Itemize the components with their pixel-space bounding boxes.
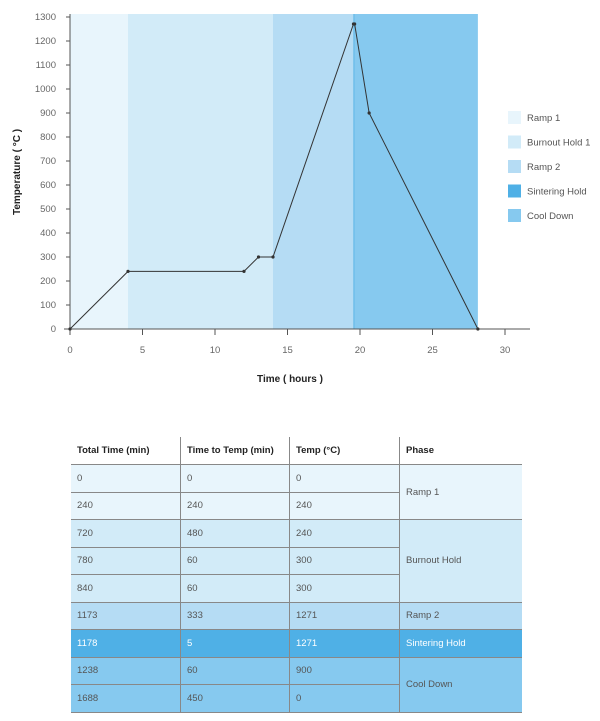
time-to-temp-cell: 0 [180,464,290,493]
table-row: 1178 5 1271 Sintering Hold [71,629,522,658]
total-time-cell: 1688 [71,684,181,713]
x-tick-label-15: 15 [282,345,293,356]
legend-label-5: Cool Down [527,211,573,222]
time-to-temp-cell: 480 [180,519,290,548]
legend-swatch-2 [508,135,521,149]
phase-band-2 [128,14,273,329]
table-header-row: Total Time (min) Time to Temp (min) Temp… [71,437,522,465]
y-axis-title: Temperature ( °C ) [12,129,23,215]
temp-cell: 0 [289,464,400,493]
y-tick-label-600: 600 [40,180,56,191]
header-phase: Phase [399,437,522,465]
x-axis-title: Time ( hours ) [257,374,323,385]
legend-label-1: Ramp 1 [527,113,560,124]
table-row: 1238 60 900 Cool Down [71,657,522,713]
phase-cell: Ramp 1 [399,464,522,520]
total-time-cell: 240 [71,492,181,520]
legend-label-4: Sintering Hold [527,187,587,198]
table-body: 0 0 0 Ramp 1 240 240 240 720 480 240 Burnout Hold 7… [71,464,522,713]
temp-cell: 0 [289,684,400,713]
time-to-temp-cell: 60 [180,547,290,575]
y-tick-label-1300: 1300 [35,12,56,23]
x-tick-label-25: 25 [427,345,438,356]
y-tick-label-100: 100 [40,300,56,311]
phase-cell: Burnout Hold [399,519,522,603]
legend-swatch-3 [508,160,521,173]
temp-cell: 240 [289,492,400,520]
phase-cell: Sintering Hold [399,629,522,658]
data-point-8 [367,111,371,115]
y-tick-label-0: 0 [51,324,56,335]
temp-cell: 300 [289,547,400,575]
total-time-cell: 0 [71,464,181,493]
temp-cell: 1271 [289,629,400,658]
phase-band-3 [273,14,354,329]
legend-swatch-4 [508,184,521,198]
temp-cell: 900 [289,657,400,685]
legend-swatch-1 [508,111,521,124]
x-tick-label-10: 10 [210,345,221,356]
legend-swatch-5 [508,209,521,222]
table-row: 720 480 240 Burnout Hold [71,519,522,603]
temp-cell: 240 [289,519,400,548]
header-temp: Temp (°C) [289,437,400,465]
y-tick-label-500: 500 [40,204,56,215]
x-tick-label-5: 5 [140,345,145,356]
y-tick-label-200: 200 [40,276,56,287]
data-point-1 [68,327,72,331]
temperature-chart: 0100200300400500600700800900100011001200… [12,12,590,385]
data-point-5 [271,255,275,259]
phase-band-1 [70,14,128,329]
y-tick-label-1200: 1200 [35,36,56,47]
total-time-cell: 1238 [71,657,181,685]
y-tick-label-400: 400 [40,228,56,239]
time-to-temp-cell: 240 [180,492,290,520]
phase-cell: Ramp 2 [399,602,522,630]
phase-band-4 [353,14,355,329]
table-row: 0 0 0 Ramp 1 [71,464,522,520]
y-tick-label-900: 900 [40,108,56,119]
data-point-9 [476,327,480,331]
time-to-temp-cell: 333 [180,602,290,630]
total-time-cell: 780 [71,547,181,575]
total-time-cell: 840 [71,574,181,603]
y-tick-label-1100: 1100 [36,60,56,71]
table-row: 1173 333 1271 Ramp 2 [71,602,522,630]
time-to-temp-cell: 60 [180,657,290,685]
header-time-to-temp: Time to Temp (min) [180,437,290,465]
data-point-2 [126,269,130,273]
firing-schedule-table: Total Time (min) Time to Temp (min) Temp… [71,437,522,713]
data-point-7 [353,22,357,26]
header-total-time: Total Time (min) [71,437,181,465]
phase-cell: Cool Down [399,657,522,713]
total-time-cell: 1173 [71,602,181,630]
temp-cell: 1271 [289,602,400,630]
temp-cell: 300 [289,574,400,603]
x-tick-label-20: 20 [355,345,366,356]
y-tick-label-1000: 1000 [35,84,56,95]
data-point-3 [242,269,246,273]
total-time-cell: 720 [71,519,181,548]
legend-label-2: Burnout Hold 1 [527,138,590,149]
legend-label-3: Ramp 2 [527,162,560,173]
x-tick-label-0: 0 [67,345,72,356]
y-tick-label-800: 800 [40,132,56,143]
y-tick-label-700: 700 [40,156,56,167]
time-to-temp-cell: 5 [180,629,290,658]
time-to-temp-cell: 60 [180,574,290,603]
time-to-temp-cell: 450 [180,684,290,713]
total-time-cell: 1178 [71,629,181,658]
y-tick-label-300: 300 [40,252,56,263]
phase-band-5 [354,14,478,329]
data-point-4 [256,255,261,259]
x-tick-label-30: 30 [500,345,511,356]
